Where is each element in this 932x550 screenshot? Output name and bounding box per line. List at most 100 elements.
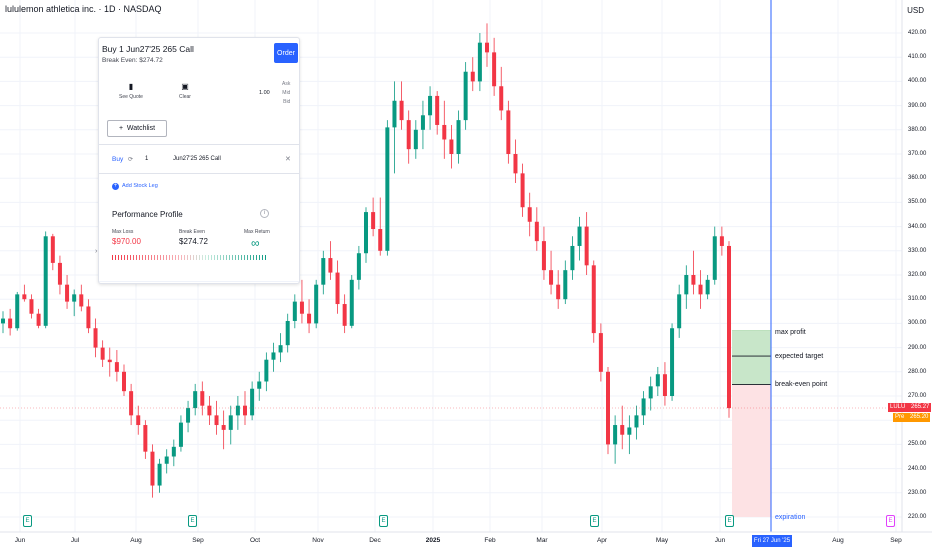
candle: [449, 124, 454, 169]
candle-body: [178, 422, 183, 447]
max-loss-value: $970.00: [112, 237, 141, 246]
candle-body: [157, 463, 162, 486]
leg-quantity[interactable]: 1: [145, 156, 149, 162]
candle-body: [513, 154, 518, 174]
candle-body: [527, 207, 532, 222]
candle: [563, 260, 568, 305]
y-tick-label: 310.00: [908, 296, 927, 303]
divider: [99, 281, 299, 282]
candle: [719, 226, 724, 256]
see-quote-button[interactable]: ▮ See Quote: [119, 82, 143, 100]
candle-body: [684, 275, 689, 295]
candle-body: [456, 120, 461, 154]
candle: [335, 260, 340, 314]
candle: [435, 91, 440, 135]
candle: [442, 100, 447, 159]
earnings-icon[interactable]: E: [23, 515, 32, 527]
cycle-icon[interactable]: ⟳: [128, 157, 134, 163]
earnings-icon[interactable]: E: [590, 515, 599, 527]
candle-body: [606, 371, 610, 445]
candle-body: [356, 253, 361, 280]
candle-body: [698, 284, 703, 295]
add-stock-leg-button[interactable]: + Add Stock Leg: [112, 183, 158, 190]
candle: [712, 226, 717, 285]
candle-body: [435, 95, 440, 125]
candle: [698, 270, 703, 309]
y-tick-label: 340.00: [908, 223, 927, 230]
earnings-icon[interactable]: E: [379, 515, 388, 527]
y-tick-label: 300.00: [908, 320, 927, 327]
candle: [15, 291, 20, 331]
x-tick-label: Jun: [714, 537, 726, 544]
candle-body: [200, 391, 205, 406]
candle: [378, 197, 383, 256]
options-strategy-panel: Buy 1 Jun27'25 265 Call Break Even: $274…: [98, 37, 300, 284]
candle-body: [705, 279, 710, 295]
candle-body: [86, 306, 91, 329]
collapse-panel-icon[interactable]: ›: [95, 248, 98, 255]
candle: [243, 391, 247, 426]
y-tick-label: 270.00: [908, 393, 927, 399]
candle-body: [470, 71, 475, 82]
candle: [314, 279, 319, 329]
infinity-icon: ∞: [251, 236, 260, 250]
earnings-icon[interactable]: E: [188, 515, 197, 527]
remove-leg-icon[interactable]: ✕: [285, 156, 291, 163]
candle-body: [413, 129, 418, 150]
candle-body: [292, 301, 297, 321]
candle: [477, 33, 482, 92]
expiration-label: expiration: [775, 514, 806, 521]
candle-body: [79, 294, 84, 307]
strategy-title: Buy 1 Jun27'25 265 Call: [102, 44, 194, 54]
info-icon[interactable]: i: [260, 209, 269, 218]
y-tick-label: 230.00: [908, 489, 927, 496]
break-even-value: $274.72: [179, 237, 208, 246]
candle-body: [321, 258, 326, 285]
order-button[interactable]: Order: [274, 43, 298, 63]
candle-body: [107, 359, 112, 363]
leg-side[interactable]: Buy: [112, 156, 124, 163]
clear-button[interactable]: ▣ Clear: [179, 82, 191, 100]
x-tick-label: May: [655, 537, 669, 544]
candle: [606, 366, 610, 455]
candle: [727, 241, 731, 418]
candle: [470, 57, 475, 92]
candle: [321, 250, 326, 295]
max-loss-label: Max Loss: [112, 229, 134, 235]
y-tick-label: 240.00: [908, 465, 927, 472]
quote-icon: ▮: [128, 82, 134, 91]
candle: [79, 284, 84, 312]
candle-body: [420, 115, 425, 130]
candle: [527, 192, 532, 237]
candle-body: [328, 258, 333, 273]
candle: [285, 313, 290, 353]
leg-name: Jun27'25 265 Call: [173, 156, 221, 162]
earnings-icon[interactable]: E: [886, 515, 895, 527]
candle-body: [36, 313, 41, 326]
earnings-icon[interactable]: E: [725, 515, 734, 527]
candle-body: [57, 262, 62, 285]
candle-body: [662, 374, 667, 396]
y-tick-label: 410.00: [908, 54, 927, 61]
candle-body: [264, 359, 269, 382]
candle: [413, 120, 418, 159]
candle-body: [598, 333, 603, 372]
candle: [8, 308, 13, 336]
candle: [114, 350, 119, 382]
candle-body: [449, 139, 454, 154]
candle-body: [613, 425, 618, 445]
candle: [271, 342, 276, 372]
candle: [634, 405, 639, 440]
currency-label[interactable]: USD: [907, 6, 924, 15]
mid-label: Mid: [282, 90, 291, 96]
candle-body: [392, 100, 397, 128]
y-tick-label: 400.00: [908, 78, 927, 85]
candle: [513, 139, 518, 184]
watchlist-button[interactable]: + Watchlist: [107, 120, 167, 137]
candle: [342, 294, 347, 334]
performance-title: Performance Profile: [112, 210, 183, 219]
candle: [420, 100, 425, 150]
candle: [648, 376, 653, 411]
candle: [456, 110, 461, 164]
candle-body: [648, 386, 653, 399]
